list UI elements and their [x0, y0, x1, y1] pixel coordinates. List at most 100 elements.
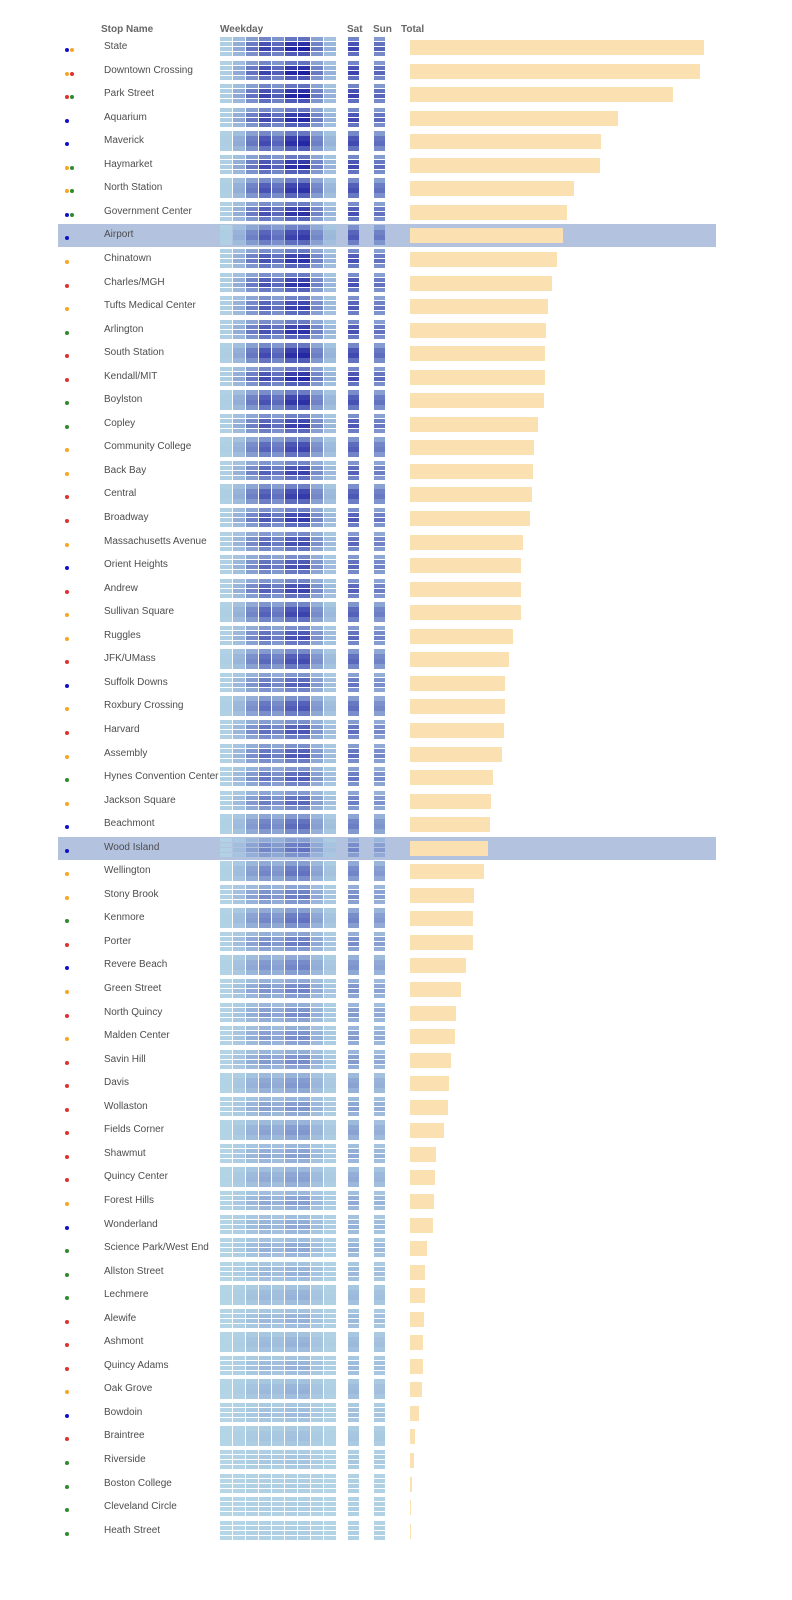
table-row[interactable]: North Station — [58, 177, 716, 200]
table-row[interactable]: Kendall/MIT — [58, 366, 716, 389]
table-row[interactable]: Boylston — [58, 389, 716, 412]
heatmap-cell — [233, 536, 246, 541]
heatmap-cell — [348, 1167, 360, 1172]
table-row[interactable]: Government Center — [58, 201, 716, 224]
sun-heatmap — [374, 860, 386, 883]
table-row[interactable]: Massachusetts Avenue — [58, 531, 716, 554]
table-row[interactable]: Aquarium — [58, 107, 716, 130]
table-row[interactable]: Back Bay — [58, 460, 716, 483]
table-row[interactable]: Maverick — [58, 130, 716, 153]
table-row[interactable]: Assembly — [58, 743, 716, 766]
table-row[interactable]: Roxbury Crossing — [58, 695, 716, 718]
weekday-heatmap — [220, 695, 337, 718]
sat-heatmap — [348, 931, 360, 954]
table-row[interactable]: Lechmere — [58, 1284, 716, 1307]
heatmap-cell — [324, 1512, 337, 1517]
table-row[interactable]: Community College — [58, 436, 716, 459]
heatmap-cell — [233, 258, 246, 264]
red-line-dot-icon — [65, 1131, 69, 1136]
table-row[interactable]: Shawmut — [58, 1143, 716, 1166]
table-row[interactable]: Alewife — [58, 1308, 716, 1331]
table-row[interactable]: Heath Street — [58, 1520, 716, 1543]
heatmap-cell — [374, 1078, 386, 1083]
heatmap-cell — [285, 475, 298, 481]
table-row[interactable]: Wellington — [58, 860, 716, 883]
heatmap-cell — [272, 1041, 285, 1046]
table-row[interactable]: Copley — [58, 413, 716, 436]
heatmap-cell — [324, 1031, 337, 1036]
table-row[interactable]: North Quincy — [58, 1002, 716, 1025]
table-row[interactable]: Arlington — [58, 319, 716, 342]
table-row[interactable]: Airport — [58, 224, 716, 248]
heatmap-cell — [246, 277, 259, 282]
heatmap-cell — [272, 395, 285, 400]
sat-heatmap — [348, 860, 360, 883]
table-row[interactable]: Allston Street — [58, 1261, 716, 1284]
table-row[interactable]: Cleveland Circle — [58, 1496, 716, 1519]
table-row[interactable]: Charles/MGH — [58, 272, 716, 295]
table-row[interactable]: Jackson Square — [58, 790, 716, 813]
heatmap-cell — [348, 216, 360, 222]
table-row[interactable]: South Station — [58, 342, 716, 365]
table-row[interactable]: Orient Heights — [58, 554, 716, 577]
heatmap-cell — [259, 319, 272, 324]
heatmap-cell — [285, 824, 298, 829]
table-row[interactable]: Sullivan Square — [58, 601, 716, 624]
table-row[interactable]: Wollaston — [58, 1096, 716, 1119]
heatmap-cell — [311, 442, 324, 447]
heatmap-cell — [233, 423, 246, 429]
table-row[interactable]: Quincy Adams — [58, 1355, 716, 1378]
heatmap-cell — [374, 649, 386, 654]
table-row[interactable]: Harvard — [58, 719, 716, 742]
heatmap-cell — [272, 1073, 285, 1078]
heatmap-cell — [311, 447, 324, 452]
table-row[interactable]: Central — [58, 483, 716, 506]
table-row[interactable]: Porter — [58, 931, 716, 954]
table-row[interactable]: Quincy Center — [58, 1166, 716, 1189]
table-row[interactable]: Suffolk Downs — [58, 672, 716, 695]
table-row[interactable]: Beachmont — [58, 813, 716, 836]
table-row[interactable]: Forest Hills — [58, 1190, 716, 1213]
table-row[interactable]: Stony Brook — [58, 884, 716, 907]
heatmap-cell — [348, 334, 360, 339]
table-row[interactable]: Savin Hill — [58, 1049, 716, 1072]
heatmap-cell — [311, 1525, 324, 1531]
table-row[interactable]: Bowdoin — [58, 1402, 716, 1425]
heatmap-cell — [285, 936, 298, 942]
table-row[interactable]: State — [58, 36, 716, 59]
table-row[interactable]: Malden Center — [58, 1025, 716, 1048]
table-row[interactable]: Downtown Crossing — [58, 60, 716, 83]
table-row[interactable]: Broadway — [58, 507, 716, 530]
heatmap-cell — [324, 1200, 337, 1206]
table-row[interactable]: Wood Island — [58, 836, 716, 860]
table-row[interactable]: Ashmont — [58, 1331, 716, 1354]
table-row[interactable]: Park Street — [58, 83, 716, 106]
table-row[interactable]: Kenmore — [58, 907, 716, 930]
table-row[interactable]: Andrew — [58, 578, 716, 601]
heatmap-cell — [233, 287, 246, 292]
table-row[interactable]: Boston College — [58, 1473, 716, 1496]
table-row[interactable]: Green Street — [58, 978, 716, 1001]
table-row[interactable]: Science Park/West End — [58, 1237, 716, 1260]
table-row[interactable]: JFK/UMass — [58, 648, 716, 671]
heatmap-cell — [324, 1347, 337, 1352]
heatmap-cell — [311, 296, 324, 301]
table-row[interactable]: Tufts Medical Center — [58, 295, 716, 318]
table-row[interactable]: Wonderland — [58, 1214, 716, 1237]
table-row[interactable]: Oak Grove — [58, 1378, 716, 1401]
sun-heatmap — [374, 460, 386, 483]
heatmap-cell — [298, 672, 311, 678]
table-row[interactable]: Fields Corner — [58, 1119, 716, 1142]
table-row[interactable]: Hynes Convention Center — [58, 766, 716, 789]
heatmap-cell — [246, 366, 259, 372]
heatmap-cell — [220, 324, 233, 329]
table-row[interactable]: Riverside — [58, 1449, 716, 1472]
heatmap-cell — [220, 677, 233, 683]
table-row[interactable]: Haymarket — [58, 154, 716, 177]
table-row[interactable]: Ruggles — [58, 625, 716, 648]
table-row[interactable]: Chinatown — [58, 248, 716, 271]
table-row[interactable]: Revere Beach — [58, 954, 716, 977]
table-row[interactable]: Davis — [58, 1072, 716, 1095]
heatmap-cell — [298, 664, 311, 669]
table-row[interactable]: Braintree — [58, 1425, 716, 1448]
